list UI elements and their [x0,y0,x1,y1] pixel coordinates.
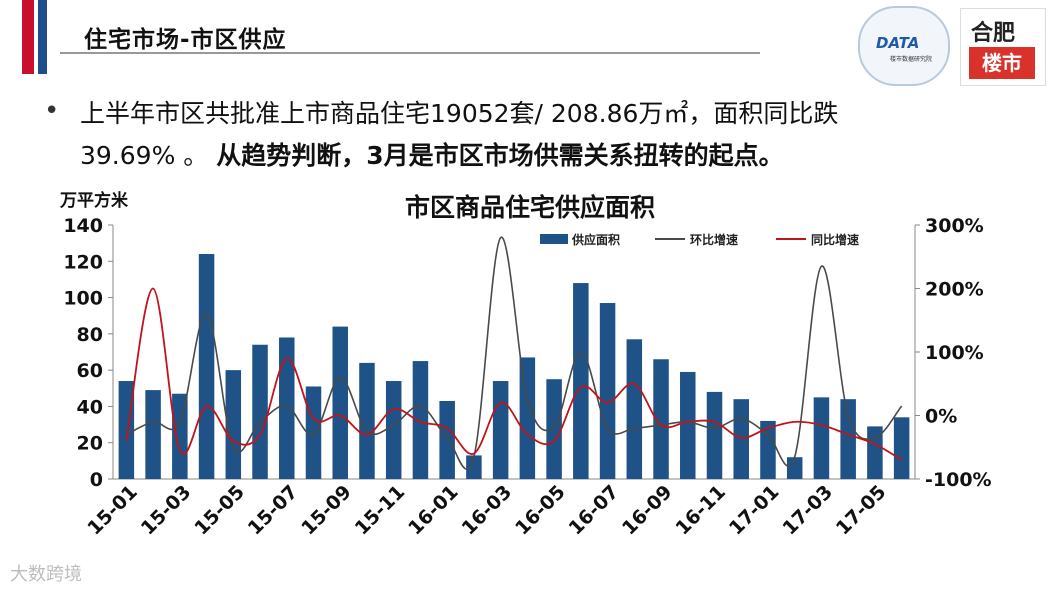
hefei-logo-top: 合肥 [971,20,1016,46]
bar-16-03 [492,381,509,479]
bar-16-06 [573,283,589,479]
legend-swatch-bar [540,234,568,244]
title-bar: 住宅市场-市区供应 [60,20,760,53]
x-tick-label: 16-11 [672,481,731,540]
x-tick-label: 17-03 [778,481,837,540]
x-tick-label: 15-11 [351,481,410,540]
bar-16-05 [546,379,562,479]
x-tick-label: 15-05 [190,481,249,540]
y-tick-label: 80 [77,324,103,346]
bar-15-02 [145,390,161,479]
title-accent-blue [38,0,47,74]
bar-16-08 [626,339,643,479]
bar-17-02 [786,457,803,479]
y-tick-label: 40 [77,396,103,418]
y2-tick-label: 200% [925,279,984,301]
bar-15-10 [359,362,375,479]
x-tick-label: 15-03 [137,481,196,540]
bullet-text-line2: 39.69% 。 从趋势判断，3月是市区市场供需关系扭转的起点。 [80,136,784,172]
bar-16-01 [439,400,455,479]
y-axis-label: 万平方米 [59,190,129,211]
x-tick-label: 16-01 [404,481,463,540]
bar-15-11 [385,381,402,479]
x-tick-label: 16-03 [458,481,517,540]
bar-16-12 [733,399,749,479]
bar-17-03 [813,397,830,479]
kdata-logo-text: DATA [876,34,920,52]
y2-tick-label: 100% [925,342,984,364]
bar-16-04 [519,357,536,479]
bullet-text-line1: 上半年市区共批准上市商品住宅19052套/ 208.86万㎡，面积同比跌 [80,99,839,128]
bar-17-06 [893,417,910,479]
line-mom [126,236,903,470]
bar-16-02 [466,455,482,479]
bar-15-12 [412,361,429,479]
bullet-dot-icon: • [44,96,60,126]
y-tick-label: 140 [63,215,103,237]
kdata-logo-subtext: 楼市数据研究院 [890,56,933,63]
y-tick-label: 0 [90,469,103,491]
bullet-conclusion-text: 从趋势判断，3月是市区市场供需关系扭转的起点。 [216,141,784,170]
bar-16-10 [680,371,696,479]
line-yoy [125,287,903,461]
watermark-text: 大数跨境 [10,564,82,585]
bar-15-03 [172,393,188,479]
bar-17-05 [867,426,883,479]
chart-title: 市区商品住宅供应面积 [405,193,655,222]
bar-15-04 [198,254,215,479]
legend-label-bar: 供应面积 [571,232,620,247]
x-tick-label: 15-07 [244,481,303,540]
bar-16-07 [599,303,616,479]
x-tick-label: 16-05 [511,481,570,540]
legend-label-mom: 环比增速 [690,232,738,247]
bar-15-09 [332,326,348,479]
y-tick-label: 100 [63,288,103,310]
x-tick-label: 17-01 [725,481,784,540]
kdata-logo: DATA 楼市数据研究院 [858,6,950,86]
x-tick-label: 16-07 [565,481,624,540]
x-tick-label: 17-05 [832,481,891,540]
bar-17-01 [760,420,776,479]
bar-15-06 [252,344,268,479]
hefei-logo-bottom: 楼市 [969,47,1035,79]
x-tick-label: 16-09 [618,481,677,540]
y-tick-label: 120 [63,251,103,273]
hefei-loushi-logo: 合肥 楼市 [960,8,1046,86]
y2-tick-label: -100% [925,469,992,491]
bullet-stat-text: 39.69% 。 [80,141,217,170]
page-title: 住宅市场-市区供应 [84,27,287,53]
x-tick-label: 15-09 [297,481,356,540]
bar-16-11 [706,391,723,479]
legend-label-yoy: 同比增速 [811,232,859,247]
bar-17-04 [840,399,856,479]
title-divider [60,52,760,54]
bar-15-01 [118,381,135,479]
title-accent-red [22,0,34,74]
y-tick-label: 20 [77,433,103,455]
bar-15-07 [279,337,295,479]
y2-tick-label: 300% [925,215,984,237]
y2-tick-label: 0% [925,406,957,428]
y-tick-label: 60 [77,360,103,382]
bar-16-09 [653,359,669,479]
